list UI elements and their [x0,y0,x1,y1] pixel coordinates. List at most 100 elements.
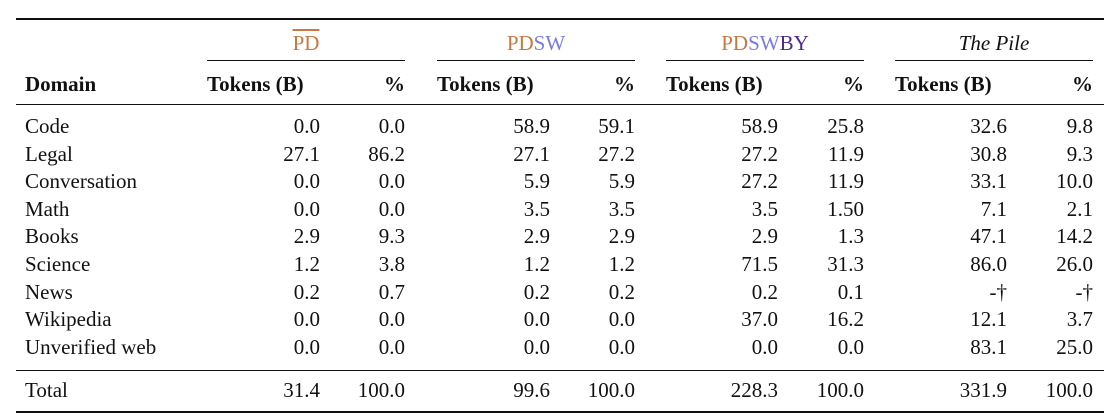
table-row-value: 0.2 [751,280,778,304]
table-row-value: 1.3 [837,224,864,248]
top-rule [16,18,1104,20]
table-row-value: 86.0 [970,252,1007,276]
table-row-value: -† [1075,280,1094,304]
table-row-value: 9.3 [1066,142,1093,166]
table-row-value: 27.2 [741,142,778,166]
table-row-value: 25.0 [1056,335,1093,359]
group-title-pd: PD [207,31,405,56]
table-row-value: 33.1 [970,169,1007,193]
table-row-value: 0.2 [608,280,635,304]
table-row-value: 11.9 [828,142,864,166]
header-rule [16,104,1104,105]
table-row-value: 0.0 [293,197,320,221]
header-domain: Domain [25,72,97,96]
table-row-domain: Science [25,252,91,276]
label-pd: PD [721,31,749,55]
table-row-value: 86.2 [368,142,405,166]
table-row-value: 0.0 [293,335,320,359]
table-row-value: 0.0 [523,335,550,359]
table-row-value: 32.6 [970,114,1007,138]
total-row-domain: Total [25,378,68,402]
table-row-value: 0.0 [378,169,405,193]
total-row-value: 228.3 [730,378,778,402]
header-tokens: Tokens (B) [666,72,763,96]
label-sw: SW [748,31,780,55]
table-row-value: 3.7 [1066,307,1093,331]
header-tokens: Tokens (B) [895,72,992,96]
table-row-value: 3.5 [523,197,550,221]
total-row-value: 100.0 [357,378,405,402]
total-row-value: 100.0 [587,378,635,402]
table-row-value: 2.1 [1066,197,1093,221]
table-row-value: 58.9 [513,114,550,138]
table-row-value: 10.0 [1056,169,1093,193]
table-row-value: 9.8 [1066,114,1093,138]
table-row-value: 5.9 [523,169,550,193]
table-row-value: 3.8 [378,252,405,276]
table-row-value: -† [989,280,1008,304]
table-row-value: 0.0 [293,307,320,331]
table-row-value: 9.3 [378,224,405,248]
table-row-value: 0.0 [378,335,405,359]
table-row-value: 0.2 [293,280,320,304]
table-row-value: 1.50 [827,197,864,221]
table-row-value: 1.2 [293,252,320,276]
table-row-value: 16.2 [827,307,864,331]
header-pct: % [384,72,405,96]
table-row-value: 0.0 [608,307,635,331]
table-row-domain: Unverified web [25,335,157,359]
header-pct: % [843,72,864,96]
table-row-value: 0.2 [523,280,550,304]
table-row-value: 30.8 [970,142,1007,166]
table-row-value: 26.0 [1056,252,1093,276]
label-sw: SW [533,31,566,55]
table-row-value: 37.0 [741,307,778,331]
table-row-value: 2.9 [523,224,550,248]
table-row-value: 2.9 [751,224,778,248]
table-row-value: 0.0 [378,307,405,331]
table-row-value: 1.2 [608,252,635,276]
group-underline [666,60,864,61]
group-underline [895,60,1093,61]
table-row-value: 47.1 [970,224,1007,248]
total-row-value: 331.9 [959,378,1007,402]
table-row-value: 0.0 [293,114,320,138]
group-title-pdsw: PDSW [437,31,635,56]
table-row-value: 27.1 [283,142,320,166]
table-row-domain: Books [25,224,79,248]
table-row-value: 27.2 [741,169,778,193]
table-row-value: 3.5 [751,197,778,221]
table-row-domain: Math [25,197,70,221]
table-row-value: 12.1 [970,307,1007,331]
label-by: BY [779,31,809,55]
header-pct: % [614,72,635,96]
table-row-value: 2.9 [293,224,320,248]
table-row-value: 0.0 [378,114,405,138]
table-row-value: 5.9 [608,169,635,193]
table-row-value: 58.9 [741,114,778,138]
total-row-value: 100.0 [816,378,864,402]
table-row-value: 3.5 [608,197,635,221]
table-row-value: 31.3 [827,252,864,276]
group-title-pdswby: PDSWBY [666,31,864,56]
table-row-value: 7.1 [980,197,1007,221]
table-row-value: 27.2 [598,142,635,166]
table-row-value: 14.2 [1056,224,1093,248]
table-row-value: 11.9 [828,169,864,193]
table-row-value: 0.0 [608,335,635,359]
total-row-value: 99.6 [513,378,550,402]
table-row-value: 0.0 [837,335,864,359]
label-pd: PD [292,31,320,55]
table-row-domain: Legal [25,142,73,166]
table-row-value: 59.1 [598,114,635,138]
label-pd: PD [506,31,534,55]
table-row-value: 83.1 [970,335,1007,359]
group-title-the-pile: The Pile [958,31,1030,55]
table-row-value: 0.7 [378,280,405,304]
total-row-value: 100.0 [1045,378,1093,402]
header-tokens: Tokens (B) [207,72,304,96]
table-row-value: 0.0 [523,307,550,331]
table-row-value: 71.5 [741,252,778,276]
header-pct: % [1072,72,1093,96]
